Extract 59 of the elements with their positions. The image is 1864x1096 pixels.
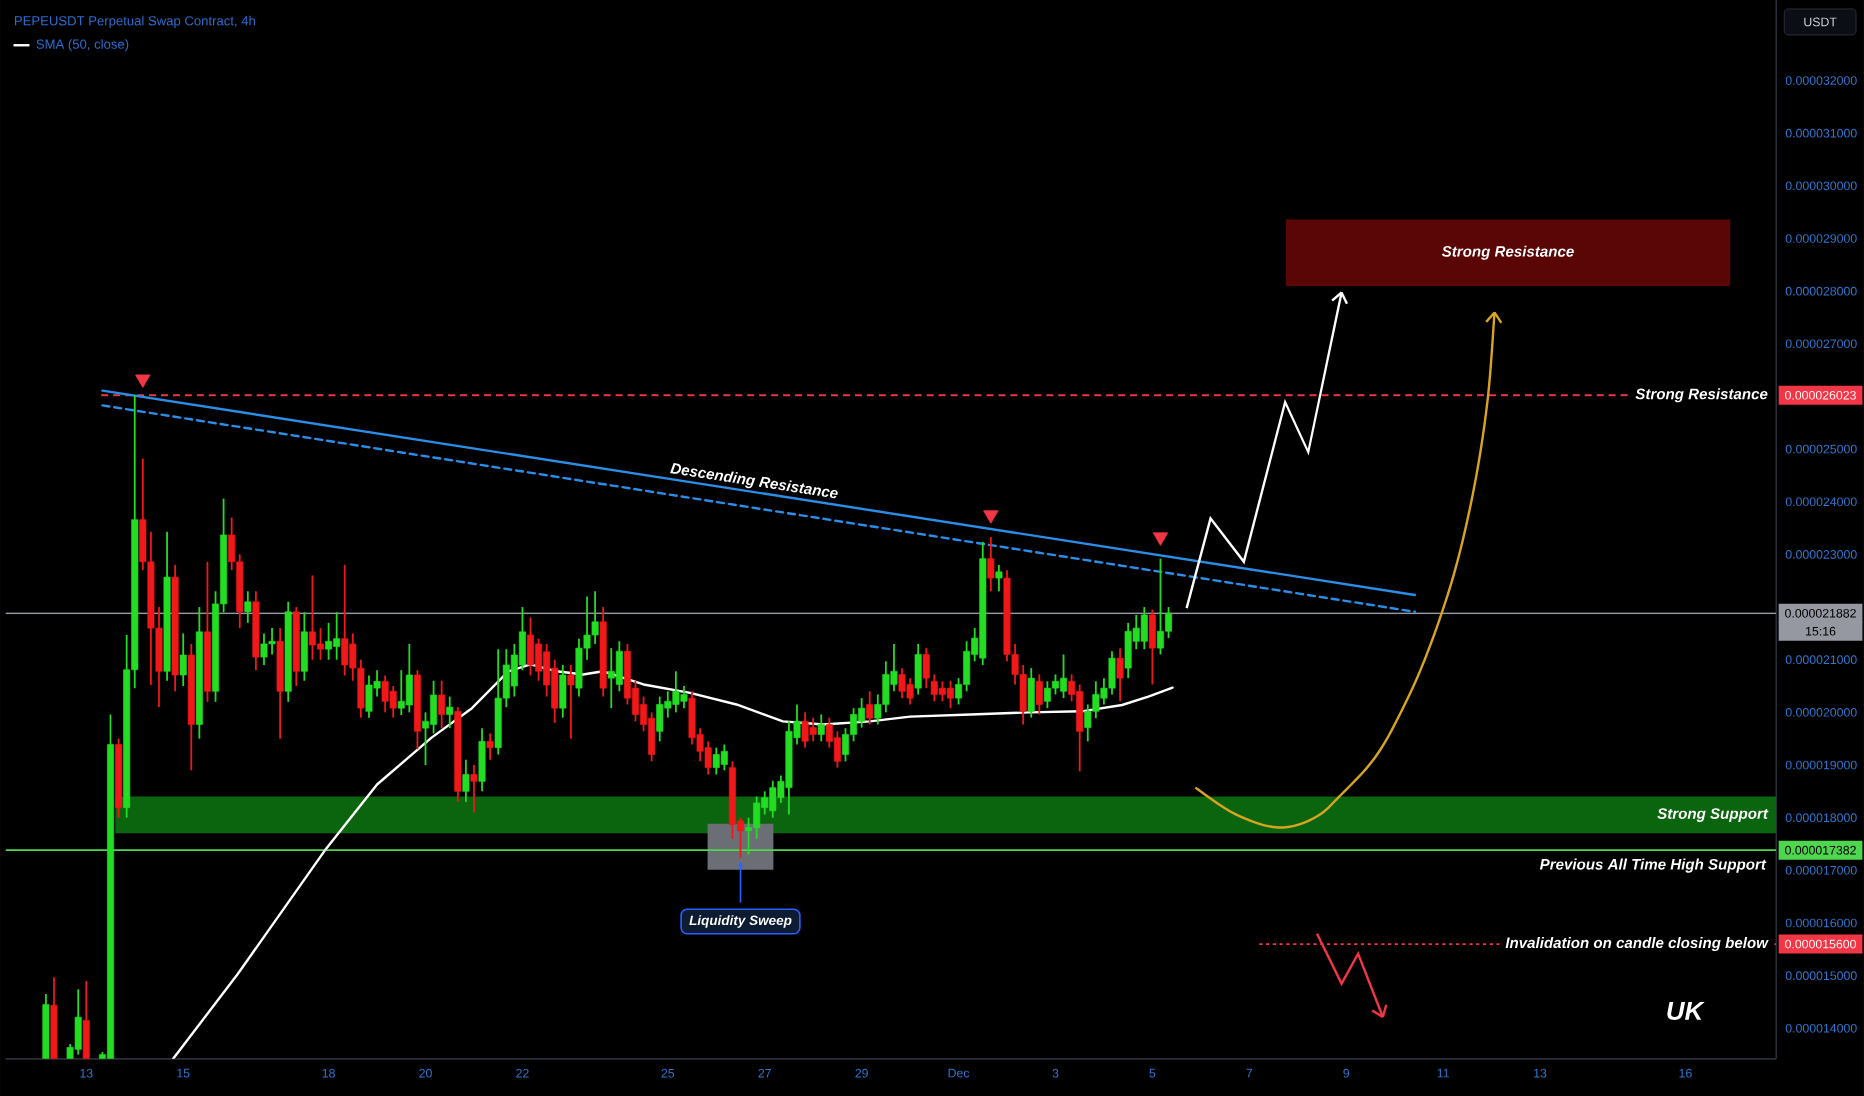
candlestick <box>1116 646 1124 702</box>
candlestick <box>325 621 333 661</box>
candlestick <box>1060 653 1068 699</box>
candlestick <box>567 663 575 740</box>
candlestick <box>341 563 349 677</box>
candlestick <box>559 663 567 719</box>
candlestick <box>995 563 1003 592</box>
candlestick <box>462 758 470 803</box>
candlestick <box>946 679 954 709</box>
candlestick <box>680 684 688 709</box>
candlestick <box>672 670 680 713</box>
candlestick <box>1124 621 1132 679</box>
annotation: UK <box>1667 1001 1705 1020</box>
candlestick <box>333 611 341 661</box>
candlestick <box>535 637 543 682</box>
candlestick <box>866 690 874 726</box>
candlestick <box>769 779 777 819</box>
candlestick <box>817 713 825 742</box>
candlestick <box>648 711 656 762</box>
candlestick <box>833 730 841 769</box>
candlestick <box>438 679 446 729</box>
candlestick <box>1156 557 1164 656</box>
candlestick <box>470 763 478 813</box>
candlestick <box>1043 680 1051 709</box>
candlestick <box>260 632 268 666</box>
candlestick <box>317 626 325 661</box>
candlestick <box>300 611 308 682</box>
candlestick <box>244 590 252 624</box>
candlestick <box>963 640 971 692</box>
candlestick <box>753 795 761 840</box>
candlestick <box>308 574 316 661</box>
candlestick <box>1108 650 1116 696</box>
candlestick <box>906 676 914 706</box>
candlestick <box>987 535 995 592</box>
candlestick <box>405 642 413 713</box>
candlestick <box>430 679 438 734</box>
candlestick <box>720 743 728 771</box>
candlestick <box>1148 608 1156 686</box>
candlestick <box>1140 605 1148 650</box>
candlestick <box>898 666 906 699</box>
candlestick <box>938 680 946 702</box>
candlestick <box>801 711 809 749</box>
candlestick <box>607 646 615 709</box>
candlestick <box>858 696 866 729</box>
candlestick <box>914 642 922 696</box>
candlestick <box>527 616 534 677</box>
candlestick <box>179 632 187 687</box>
candlestick <box>1051 673 1059 696</box>
candlestick <box>656 695 664 742</box>
candlestick <box>389 684 397 719</box>
candlestick <box>486 732 494 761</box>
candlestick <box>381 674 389 713</box>
candlestick <box>1035 673 1043 716</box>
candlestick <box>446 695 454 729</box>
candlestick <box>809 716 817 742</box>
candlestick <box>365 674 373 719</box>
candlestick <box>478 726 486 792</box>
candlestick <box>712 746 720 776</box>
candlestick <box>1027 666 1035 719</box>
